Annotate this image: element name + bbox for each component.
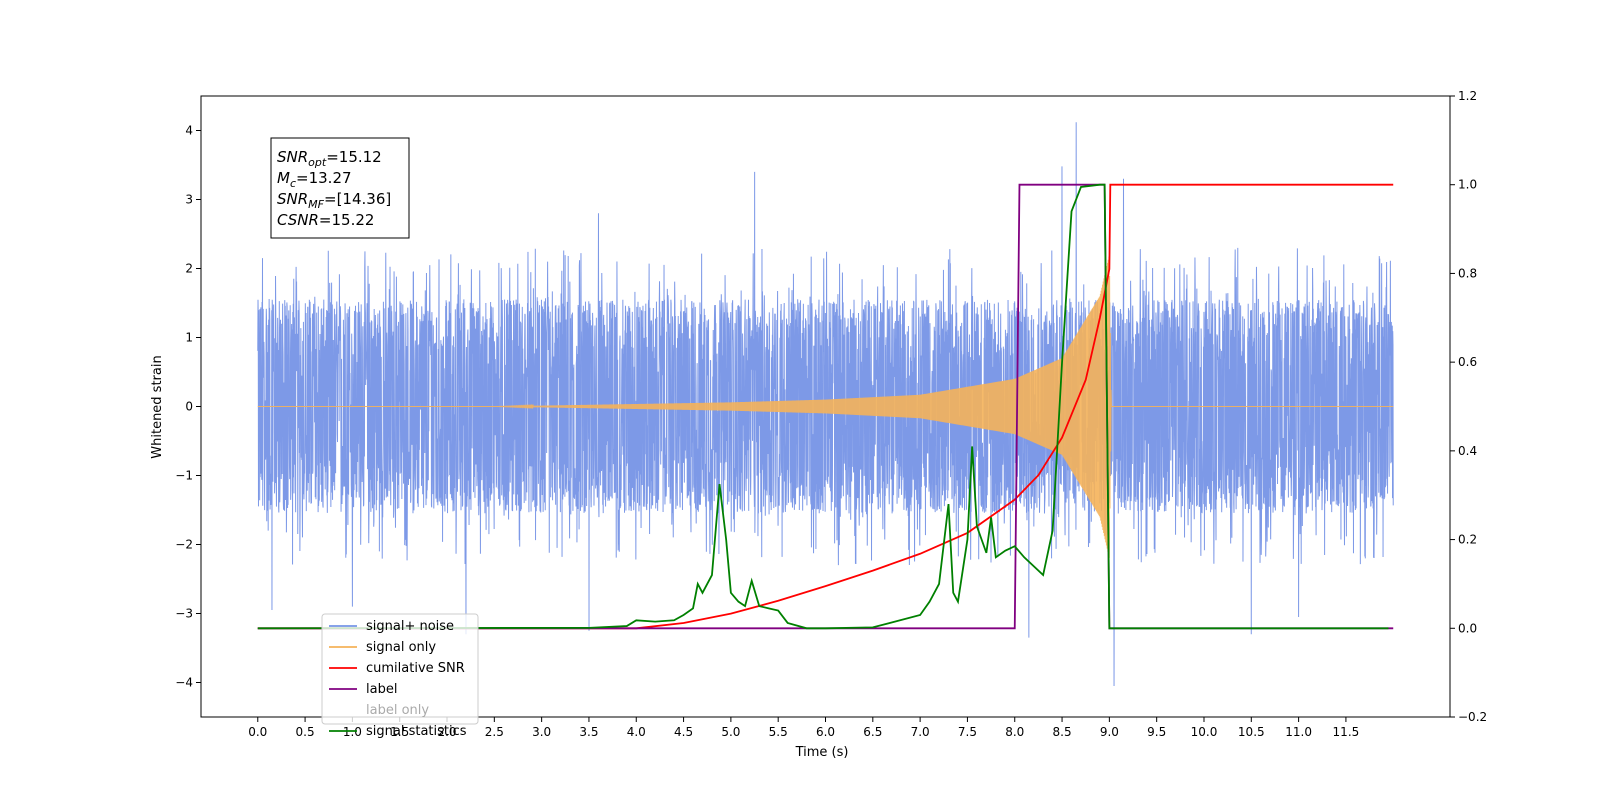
legend-frame bbox=[321, 613, 479, 725]
y-tick-label: −4 bbox=[175, 676, 193, 690]
x-tick-label: 3.5 bbox=[579, 725, 598, 739]
annotation-value: =15.12 bbox=[326, 148, 382, 166]
y-tick-label: 4 bbox=[185, 124, 193, 138]
annotation-line: CSNR=15.22 bbox=[277, 211, 374, 229]
annotation-value: =15.22 bbox=[319, 211, 375, 229]
y-tick-label: 0 bbox=[185, 400, 193, 414]
annotation-line: SNRopt=15.12 bbox=[277, 148, 382, 169]
x-tick-label: 1.5 bbox=[390, 725, 409, 739]
x-tick-label: 10.5 bbox=[1238, 725, 1265, 739]
y-tick-label: −3 bbox=[175, 607, 193, 621]
x-tick-label: 7.5 bbox=[958, 725, 977, 739]
x-tick-label: 4.5 bbox=[674, 725, 693, 739]
annotation-symbol: CSNR bbox=[277, 211, 319, 229]
annotation-frame bbox=[270, 137, 410, 239]
y-tick-label: 2 bbox=[185, 262, 193, 276]
annotation-line: SNRMF=[14.36] bbox=[277, 190, 391, 211]
x-tick-label: 5.5 bbox=[769, 725, 788, 739]
x-tick-label: 6.5 bbox=[863, 725, 882, 739]
annotation-symbol: SNR bbox=[277, 148, 308, 166]
y2-tick-label: 0.6 bbox=[1458, 355, 1477, 369]
series-signal-only-line bbox=[257, 256, 1394, 558]
y2-tick-label: 1.0 bbox=[1458, 178, 1477, 192]
annotation-box: SNRopt=15.12Mc=13.27SNRMF=[14.36]CSNR=15… bbox=[270, 137, 410, 239]
y-axis-label: Whitened strain bbox=[150, 355, 165, 458]
y2-tick-label: 1.2 bbox=[1458, 89, 1477, 103]
x-tick-label: 9.5 bbox=[1147, 725, 1166, 739]
x-tick-label: 6.0 bbox=[816, 725, 835, 739]
x-tick-label: 1.0 bbox=[343, 725, 362, 739]
x-tick-label: 7.0 bbox=[911, 725, 930, 739]
x-axis-label: Time (s) bbox=[795, 745, 849, 760]
x-tick-label: 2.0 bbox=[437, 725, 456, 739]
y2-tick-label: 0.0 bbox=[1458, 621, 1477, 635]
x-tick-label: 9.0 bbox=[1100, 725, 1119, 739]
legend-label: label only bbox=[366, 703, 429, 718]
y-tick-label: −1 bbox=[175, 469, 193, 483]
y2-tick-label: −0.2 bbox=[1458, 710, 1487, 724]
y-tick-label: −2 bbox=[175, 538, 193, 552]
y-tick-label: 3 bbox=[185, 193, 193, 207]
y2-tick-label: 0.8 bbox=[1458, 266, 1477, 280]
annotation-subscript: c bbox=[290, 177, 296, 190]
x-tick-label: 0.0 bbox=[248, 725, 267, 739]
x-tick-label: 8.5 bbox=[1053, 725, 1072, 739]
x-tick-label: 11.0 bbox=[1285, 725, 1312, 739]
legend-label: label bbox=[366, 682, 397, 697]
x-tick-label: 4.0 bbox=[627, 725, 646, 739]
y2-tick-label: 0.4 bbox=[1458, 444, 1477, 458]
legend-label: signal statistics bbox=[366, 724, 467, 739]
annotation-subscript: MF bbox=[308, 198, 324, 211]
series-signal-statistics-line bbox=[257, 183, 1389, 630]
x-tick-label: 2.5 bbox=[485, 725, 504, 739]
x-tick-label: 10.0 bbox=[1191, 725, 1218, 739]
x-tick-label: 3.0 bbox=[532, 725, 551, 739]
x-tick-label: 8.0 bbox=[1005, 725, 1024, 739]
annotation-symbol: M bbox=[277, 169, 290, 187]
legend-label: signal only bbox=[366, 640, 436, 655]
annotation-symbol: SNR bbox=[277, 190, 308, 208]
y2-tick-label: 0.2 bbox=[1458, 533, 1477, 547]
ticks-layer: 0.0 0.5 1.0 1.5 2.0 2.5 3.0 3.5 4.0 4.5 5.0 5.5 6.0 6… bbox=[175, 89, 1487, 739]
legend: signal+ noise signal only cumilative SNR la… bbox=[321, 613, 479, 739]
plot-inner bbox=[257, 122, 1394, 686]
x-tick-label: 0.5 bbox=[296, 725, 315, 739]
x-tick-label: 5.0 bbox=[721, 725, 740, 739]
annotation-line: Mc=13.27 bbox=[277, 169, 352, 190]
series-signal-noise-line bbox=[257, 122, 1394, 686]
annotation-value: =13.27 bbox=[296, 169, 352, 187]
x-tick-label: 11.5 bbox=[1333, 725, 1360, 739]
annotation-subscript: opt bbox=[308, 156, 327, 169]
y-tick-label: 1 bbox=[185, 331, 193, 345]
plot-layer bbox=[257, 122, 1394, 686]
annotation-value: =[14.36] bbox=[324, 190, 391, 208]
legend-label: cumilative SNR bbox=[366, 661, 465, 676]
legend-label: signal+ noise bbox=[366, 619, 454, 634]
